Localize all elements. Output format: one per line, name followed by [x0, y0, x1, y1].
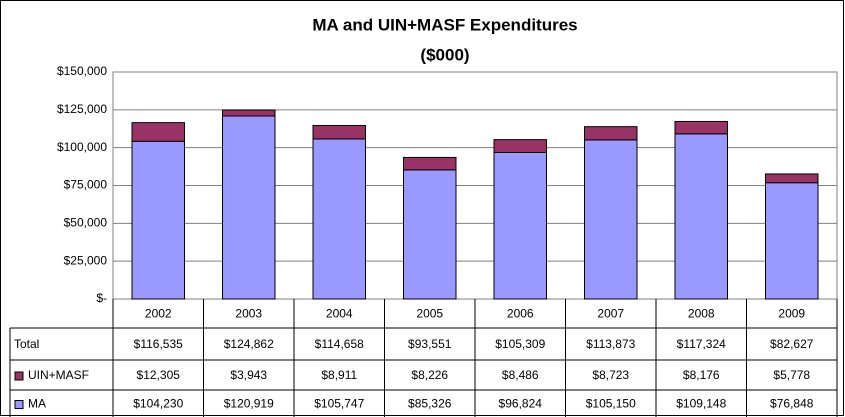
bar-segment — [765, 173, 819, 184]
bar-segment — [403, 156, 457, 171]
bar-segment — [131, 122, 185, 142]
table-value: $117,324 — [677, 337, 726, 351]
table-value: $8,911 — [321, 368, 357, 382]
table-value: $116,535 — [134, 337, 183, 351]
table-value: $109,148 — [676, 397, 726, 411]
table-value: $3,943 — [230, 368, 267, 382]
legend-label: Total — [14, 337, 39, 351]
x-tick-label: 2004 — [326, 307, 353, 321]
x-tick-label: 2007 — [597, 307, 624, 321]
table-value: $82,627 — [770, 337, 814, 351]
table-value: $114,658 — [315, 337, 364, 351]
x-tick-label: 2002 — [145, 307, 172, 321]
y-tick-label: $25,000 — [64, 253, 108, 267]
chart-subtitle: ($000) — [420, 45, 469, 64]
legend-label: MA — [28, 397, 46, 411]
table-value: $12,305 — [137, 368, 181, 382]
legend-swatch — [14, 400, 24, 409]
table-value: $104,230 — [133, 397, 183, 411]
bar-segment — [674, 120, 728, 135]
bar-segment — [493, 139, 547, 153]
table-value: $8,723 — [592, 368, 629, 382]
bar-segment — [403, 169, 457, 300]
legend-label: UIN+MASF — [28, 368, 89, 382]
x-tick-label: 2003 — [235, 307, 262, 321]
table-value: $124,862 — [224, 337, 274, 351]
table-value: $76,848 — [770, 397, 814, 411]
bar-segment — [674, 133, 728, 300]
bar-segment — [131, 140, 185, 300]
bar-segment — [312, 124, 366, 140]
table-value: $8,176 — [683, 368, 720, 382]
y-tick-label: $150,000 — [57, 64, 107, 78]
bar-segment — [765, 182, 819, 300]
x-tick-label: 2009 — [778, 307, 805, 321]
table-value: $8,486 — [502, 368, 539, 382]
table-value: $105,150 — [586, 397, 636, 411]
y-tick-label: $50,000 — [64, 216, 108, 230]
x-tick-label: 2008 — [688, 307, 715, 321]
y-tick-label: $125,000 — [57, 102, 107, 116]
y-tick-label: $75,000 — [64, 178, 108, 192]
bar-segment — [584, 139, 638, 300]
table-value: $93,551 — [408, 337, 452, 351]
bar-segment — [222, 115, 276, 300]
bar-segment — [312, 138, 366, 300]
table-value: $105,309 — [495, 337, 545, 351]
legend-swatch — [14, 371, 24, 381]
table-value: $113,873 — [586, 337, 635, 351]
table-value: $8,226 — [411, 368, 448, 382]
table-value: $85,326 — [408, 397, 452, 411]
x-tick-label: 2005 — [416, 307, 443, 321]
chart-title: MA and UIN+MASF Expenditures — [312, 15, 577, 34]
bar-segment — [584, 126, 638, 141]
bar-segment — [222, 109, 276, 117]
x-tick-label: 2006 — [507, 307, 534, 321]
table-value: $105,747 — [314, 397, 364, 411]
table-value: $5,778 — [773, 368, 810, 382]
y-tick-label: $- — [96, 291, 107, 305]
bar-segment — [493, 151, 547, 300]
y-tick-label: $100,000 — [57, 140, 107, 154]
table-value: $96,824 — [499, 397, 543, 411]
table-value: $120,919 — [224, 397, 274, 411]
